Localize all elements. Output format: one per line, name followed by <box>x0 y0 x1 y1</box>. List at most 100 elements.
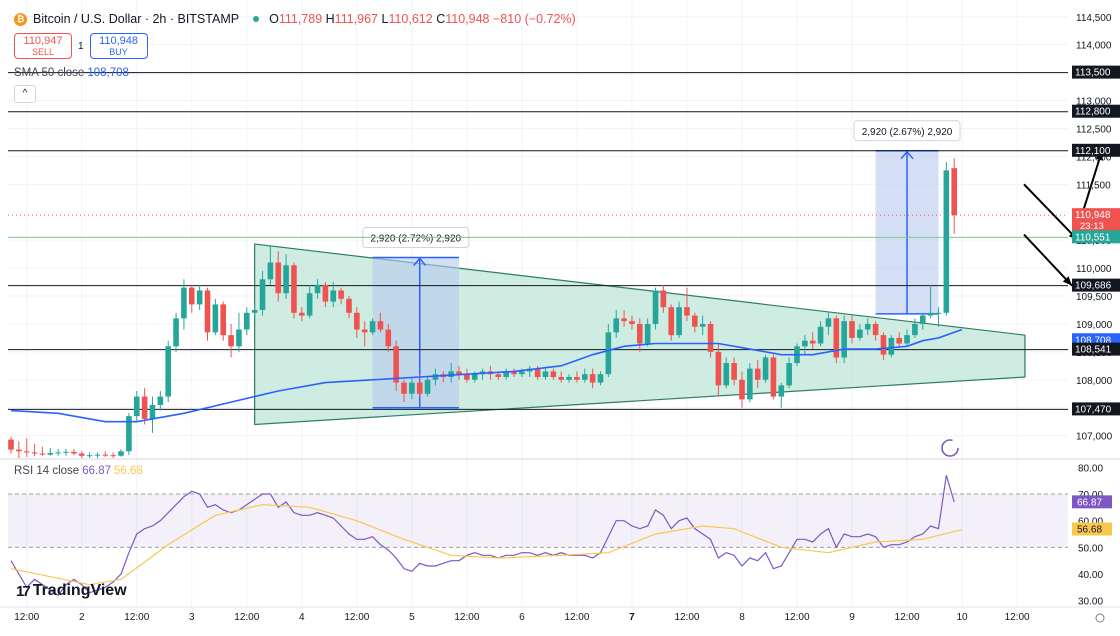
rsi-axis-tick-label: 50.00 <box>1078 543 1103 554</box>
rsi-line <box>10 475 955 597</box>
candle-body <box>149 404 156 419</box>
rsi-legend[interactable]: RSI 14 close 66.87 56.68 <box>14 465 143 477</box>
candle-body <box>888 337 895 355</box>
candle-body <box>621 318 627 322</box>
settings-gear-icon[interactable] <box>1095 613 1105 623</box>
candle-body <box>542 371 549 378</box>
rsi-legend-value: 66.87 <box>82 465 111 477</box>
price-axis-tick-label: 109,000 <box>1076 320 1113 331</box>
rsi-axis-tick-label: 60.00 <box>1078 517 1103 528</box>
candle-body <box>731 363 737 380</box>
price-tag <box>1072 143 1120 157</box>
price-tag-label: 110,948 <box>1075 210 1111 221</box>
candle-body <box>519 371 525 375</box>
sell-price: 110,947 <box>23 35 63 47</box>
candle-body <box>361 329 368 333</box>
candle-body <box>817 326 824 344</box>
rsi-ma-legend-value: 56.68 <box>113 465 143 477</box>
candle-body <box>566 377 572 380</box>
candle-body <box>495 374 502 378</box>
candle-body <box>841 321 847 358</box>
candle-body <box>251 309 258 313</box>
candle-body <box>47 452 54 455</box>
candle-body <box>275 262 282 294</box>
price-change: −810 (−0.72%) <box>492 12 576 26</box>
candle-body <box>424 379 431 394</box>
trade-panel: 110,947 SELL 1 110,948 BUY <box>14 33 148 59</box>
time-axis-tick-label: 8 <box>739 612 745 623</box>
rsi-value-tag-label: 56.68 <box>1077 525 1102 536</box>
candle-body <box>346 298 352 313</box>
candle-body <box>354 312 360 330</box>
price-tag <box>1072 208 1120 233</box>
candle-body <box>259 279 266 310</box>
price-tag-label: 108,708 <box>1075 335 1112 346</box>
candle-body <box>94 454 101 456</box>
candle-body <box>188 287 195 305</box>
candle-body <box>943 170 950 313</box>
rsi-axis-tick-label: 30.00 <box>1078 597 1103 608</box>
rsi-legend-label: RSI 14 close <box>14 465 80 477</box>
candle-body <box>401 382 407 394</box>
sell-button[interactable]: 110,947 SELL <box>14 33 72 59</box>
time-axis-tick-label: 12:00 <box>1005 612 1030 623</box>
price-tag <box>1072 342 1120 356</box>
candle-body <box>589 374 596 383</box>
candle-body <box>8 439 14 450</box>
candle-body <box>872 323 879 336</box>
candle-body <box>71 451 77 454</box>
candle-body <box>802 340 808 347</box>
price-tag-label: 107,470 <box>1075 404 1112 415</box>
tradingview-logo-mark: 17 <box>16 582 31 600</box>
candle-body <box>126 416 132 452</box>
collapse-legend-button[interactable]: ^ <box>14 85 36 103</box>
candle-body <box>369 321 376 333</box>
candle-body <box>770 357 777 397</box>
buy-price: 110,948 <box>99 35 139 47</box>
candle-body <box>754 368 761 380</box>
price-tag-label: 110,551 <box>1075 232 1111 243</box>
candle-body <box>676 307 682 336</box>
candle-body <box>39 453 46 455</box>
candle-body <box>314 284 321 294</box>
rsi-value-tag <box>1072 522 1112 536</box>
sma-legend[interactable]: SMA 50 close 108,708 <box>14 67 129 79</box>
price-axis-tick-label: 112,000 <box>1076 152 1112 163</box>
symbol-title[interactable]: Bitcoin / U.S. Dollar · 2h · BITSTAMP <box>33 12 240 26</box>
candle-body <box>204 290 211 333</box>
tradingview-logo-text: TradingView <box>32 582 127 599</box>
scenario-arrow <box>1023 233 1073 287</box>
candle-body <box>574 377 580 380</box>
scenario-arrow <box>1023 183 1079 241</box>
sma-legend-label: SMA 50 close <box>14 67 85 79</box>
candle-body <box>739 379 745 400</box>
time-axis-tick-label: 2 <box>79 612 85 623</box>
buy-button[interactable]: 110,948 BUY <box>89 33 148 59</box>
candle-body <box>416 382 423 394</box>
candle-body <box>809 340 816 344</box>
price-axis-tick-label: 114,000 <box>1076 41 1112 52</box>
candle-body <box>786 363 792 386</box>
candle-body <box>86 455 93 457</box>
candle-body <box>747 368 753 400</box>
candle-body <box>534 368 541 378</box>
candle-body <box>299 312 305 316</box>
candle-body <box>912 323 918 336</box>
candle-body <box>715 351 722 386</box>
candle-body <box>393 346 399 383</box>
candle-body <box>306 293 313 316</box>
candle-body <box>684 307 690 316</box>
candle-body <box>377 321 384 330</box>
candle-body <box>385 329 392 347</box>
candle-body <box>448 371 454 378</box>
tradingview-logo: 17 TradingView <box>16 582 127 600</box>
candle-body <box>896 337 902 344</box>
candle-body <box>322 284 329 302</box>
candle-body <box>857 329 863 338</box>
price-axis-tick-label: 110,000 <box>1076 264 1112 275</box>
time-axis-tick-label: 12:00 <box>895 612 920 623</box>
time-axis-tick-label: 9 <box>849 612 855 623</box>
candle-body <box>904 335 910 344</box>
price-range-label: 2,920 (2.72%) 2,920 <box>370 233 461 244</box>
